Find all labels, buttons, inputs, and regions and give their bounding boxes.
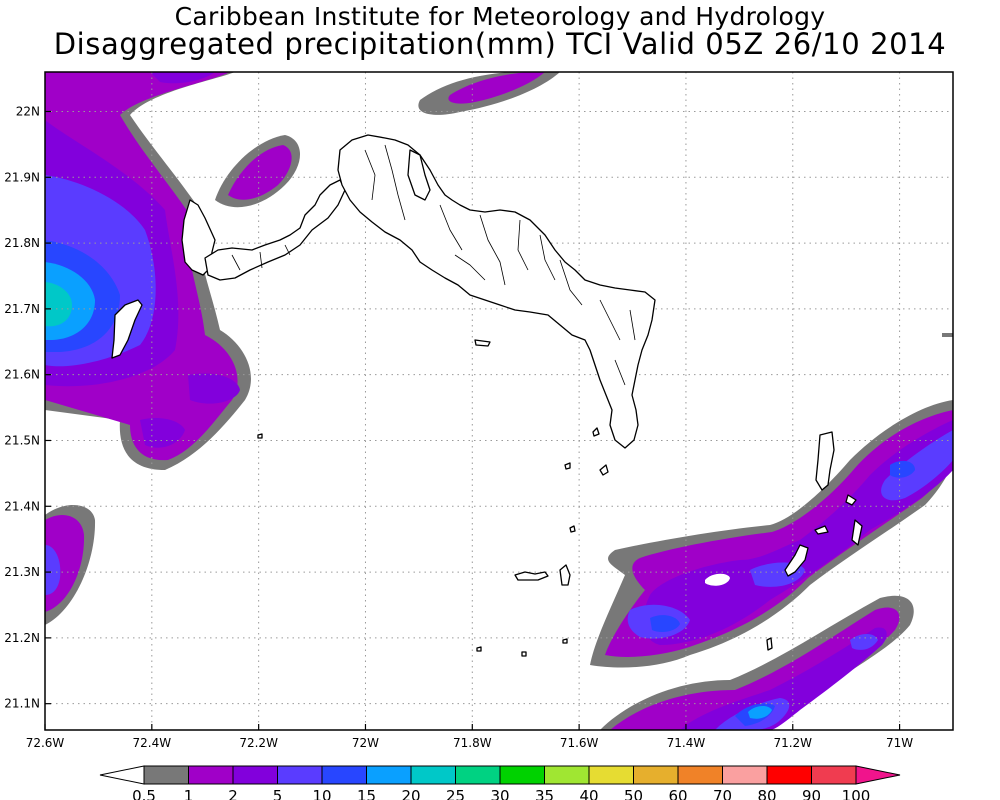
colorbar-label: 20 xyxy=(401,787,420,800)
colorbar-swatch xyxy=(143,765,189,785)
colorbar-swatch xyxy=(366,765,412,785)
islet-small-6 xyxy=(474,339,491,347)
island-grand-turk-cays xyxy=(784,544,809,577)
colorbar-label: 90 xyxy=(802,787,821,800)
colorbar-label: 25 xyxy=(446,787,465,800)
precip-area-west xyxy=(45,72,251,470)
colorbar-label: 35 xyxy=(535,787,554,800)
colorbar-swatch xyxy=(455,765,501,785)
colorbar-under-arrow xyxy=(99,765,145,785)
colorbar-swatch xyxy=(188,765,234,785)
lat-tick-label: 21.5N xyxy=(4,433,40,447)
lat-tick-label: 22N xyxy=(16,104,40,118)
colorbar-swatch xyxy=(277,765,323,785)
islet-small-10 xyxy=(766,637,773,651)
island-mayaguana-west xyxy=(111,299,143,359)
colorbar-label: 100 xyxy=(842,787,871,800)
district-lines xyxy=(231,144,636,386)
islet-small-9 xyxy=(569,525,576,533)
island-inner-land xyxy=(407,149,431,201)
colorbar-swatch xyxy=(544,765,590,785)
precip-area-north xyxy=(150,72,560,115)
colorbar-label: 15 xyxy=(357,787,376,800)
colorbar-label: 2 xyxy=(228,787,238,800)
colorbar-label: 50 xyxy=(624,787,643,800)
lon-tick-label: 71.4W xyxy=(667,736,706,750)
lat-tick-label: 21.8N xyxy=(4,236,40,250)
precip-area-southeast xyxy=(600,595,914,730)
island-east-caicos-east xyxy=(815,431,835,491)
precipitation-shading xyxy=(45,72,953,730)
colorbar-label: 40 xyxy=(579,787,598,800)
colorbar-label: 0.5 xyxy=(132,787,156,800)
colorbar-label: 30 xyxy=(490,787,509,800)
islet-small-1 xyxy=(599,464,609,476)
lat-tick-label: 21.4N xyxy=(4,499,40,513)
island-salt-cay xyxy=(514,571,549,581)
colorbar-swatch xyxy=(321,765,367,785)
colorbar-label: 80 xyxy=(757,787,776,800)
colorbar-swatch xyxy=(588,765,634,785)
colorbar-swatch xyxy=(232,765,278,785)
lat-tick-label: 21.7N xyxy=(4,302,40,316)
colorbar: 0.5 1 2 5 10 15 20 25 30 35 40 50 60 70 80 90 100 xyxy=(99,765,901,800)
islet-small-3 xyxy=(845,494,857,506)
precip-speck-east xyxy=(942,333,953,337)
title-line-2: Disaggregated precipitation(mm) TCI Vali… xyxy=(53,27,947,61)
colorbar-swatch xyxy=(766,765,812,785)
islet-small-12 xyxy=(562,638,568,644)
lon-tick-label: 71W xyxy=(886,736,913,750)
colorbar-label: 1 xyxy=(184,787,194,800)
lon-tick-label: 72W xyxy=(352,736,379,750)
lat-tick-label: 21.2N xyxy=(4,631,40,645)
islet-small-11 xyxy=(476,646,482,652)
lat-tick-label: 21.1N xyxy=(4,697,40,711)
islet-small-8 xyxy=(257,433,263,439)
latitude-axis: 22N 21.9N 21.8N 21.7N 21.6N 21.5N 21.4N 21.3N 21… xyxy=(4,104,51,711)
colorbar-label: 60 xyxy=(668,787,687,800)
colorbar-over-arrow xyxy=(855,765,901,785)
lat-tick-label: 21.6N xyxy=(4,368,40,382)
islet-small-7 xyxy=(592,427,600,437)
islet-small-13 xyxy=(521,651,527,657)
precip-area-east xyxy=(590,400,953,668)
map-frame xyxy=(44,71,954,731)
colorbar-swatch xyxy=(410,765,456,785)
lon-tick-label: 72.2W xyxy=(239,736,278,750)
islet-small-4 xyxy=(851,519,863,546)
colorbar-swatch xyxy=(499,765,545,785)
lon-tick-label: 72.6W xyxy=(26,736,65,750)
colorbar-label: 5 xyxy=(273,787,283,800)
coastline-layer xyxy=(111,134,863,657)
lat-tick-label: 21.9N xyxy=(4,170,40,184)
island-north-caicos xyxy=(337,134,656,449)
precip-area-northwest xyxy=(215,135,300,208)
longitude-axis: 72.6W 72.4W 72.2W 72W 71.8W 71.6W 71.4W 71.2W 71… xyxy=(26,724,913,750)
lon-tick-label: 71.8W xyxy=(453,736,492,750)
colorbar-swatch xyxy=(633,765,679,785)
island-cay-south xyxy=(559,564,571,586)
colorbar-label: 70 xyxy=(713,787,732,800)
lon-tick-label: 72.4W xyxy=(133,736,172,750)
islet-small-2 xyxy=(564,462,571,470)
colorbar-swatch xyxy=(677,765,723,785)
colorbar-swatch xyxy=(722,765,768,785)
colorbar-label: 10 xyxy=(312,787,331,800)
precip-area-southwest xyxy=(45,504,96,625)
islet-small-5 xyxy=(814,525,829,535)
title-line-1: Caribbean Institute for Meteorology and … xyxy=(174,2,826,31)
colorbar-swatch xyxy=(811,765,857,785)
lon-tick-label: 71.2W xyxy=(773,736,812,750)
lon-tick-label: 71.6W xyxy=(560,736,599,750)
lat-tick-label: 21.3N xyxy=(4,565,40,579)
